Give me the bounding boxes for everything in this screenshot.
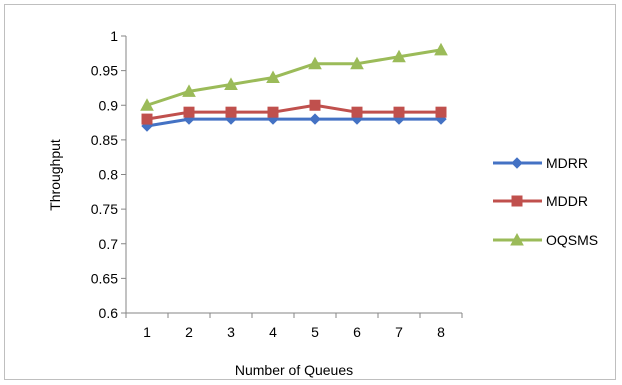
x-tick-label: 1 bbox=[143, 324, 151, 340]
legend-label-mddr: MDDR bbox=[546, 193, 588, 209]
y-axis-title: Throughput bbox=[47, 139, 63, 211]
data-point-oqsms bbox=[182, 84, 196, 97]
legend-marker-oqsms bbox=[510, 232, 524, 246]
series-layer bbox=[140, 42, 448, 132]
x-tick-label: 5 bbox=[311, 324, 319, 340]
legend-label-mdrr: MDRR bbox=[546, 155, 588, 171]
x-tick-label: 6 bbox=[353, 324, 361, 340]
x-tick-label: 3 bbox=[227, 324, 235, 340]
legend: MDRR MDDR OQSMS bbox=[493, 155, 598, 248]
data-point-oqsms bbox=[308, 56, 322, 70]
legend-marker-mddr bbox=[511, 195, 523, 207]
data-point-mddr bbox=[309, 99, 321, 111]
series-mddr bbox=[141, 99, 447, 125]
x-tick-label: 7 bbox=[395, 324, 403, 340]
data-point-oqsms bbox=[350, 56, 364, 70]
data-point-mddr bbox=[435, 106, 447, 118]
y-tick-label: 0.6 bbox=[99, 305, 119, 321]
data-point-mddr bbox=[225, 106, 237, 118]
legend-marker-mdrr bbox=[511, 157, 523, 169]
data-point-mddr bbox=[393, 106, 405, 118]
y-tick-label: 0.8 bbox=[99, 167, 119, 183]
series-oqsms bbox=[140, 42, 448, 111]
data-point-mddr bbox=[351, 106, 363, 118]
y-tick-label: 0.85 bbox=[91, 132, 118, 148]
legend-item-oqsms: OQSMS bbox=[493, 232, 598, 248]
axes: 0.6 0.65 0.7 0.75 0.8 0.85 0.9 0.95 1 1 2 3 4 5 6 7 8 bbox=[91, 28, 463, 340]
legend-item-mdrr: MDRR bbox=[493, 155, 588, 171]
y-tick-label: 0.65 bbox=[91, 270, 118, 286]
y-tick-label: 1 bbox=[110, 28, 118, 44]
data-point-oqsms bbox=[224, 77, 238, 90]
data-point-oqsms bbox=[392, 49, 406, 63]
data-point-mddr bbox=[183, 106, 195, 118]
data-point-mddr bbox=[267, 106, 279, 118]
x-tick-label: 2 bbox=[185, 324, 193, 340]
data-point-oqsms bbox=[434, 42, 448, 56]
x-axis-title: Number of Queues bbox=[235, 362, 353, 378]
data-point-mdrr bbox=[309, 113, 321, 125]
y-tick-label: 0.7 bbox=[99, 236, 119, 252]
series-line-mddr bbox=[146, 103, 441, 121]
y-tick-label: 0.95 bbox=[91, 63, 118, 79]
x-tick-label: 4 bbox=[269, 324, 277, 340]
series-line-oqsms bbox=[146, 48, 442, 107]
data-point-oqsms bbox=[140, 98, 154, 111]
data-point-mddr bbox=[141, 113, 153, 125]
series-line-mdrr bbox=[146, 117, 441, 128]
legend-label-oqsms: OQSMS bbox=[546, 232, 598, 248]
x-tick-label: 8 bbox=[437, 324, 445, 340]
y-tick-label: 0.9 bbox=[99, 97, 119, 113]
y-tick-label: 0.75 bbox=[91, 201, 118, 217]
data-point-oqsms bbox=[266, 70, 280, 84]
legend-item-mddr: MDDR bbox=[493, 193, 588, 209]
